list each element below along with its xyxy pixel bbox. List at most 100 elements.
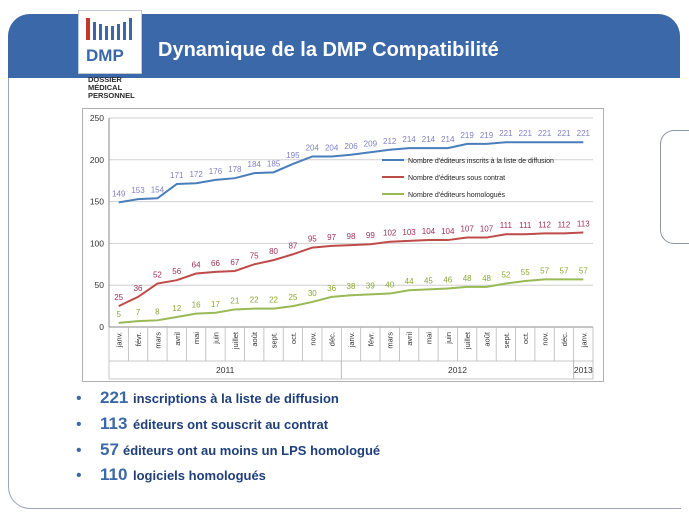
y-tick-label: 100: [90, 238, 104, 248]
data-label: 104: [441, 227, 455, 236]
data-label: 57: [560, 266, 569, 275]
y-tick-label: 150: [90, 197, 104, 207]
bullet-value: 113: [100, 414, 128, 433]
x-tick-label: oct.: [289, 332, 298, 344]
data-label: 55: [521, 268, 530, 277]
data-label: 25: [114, 293, 123, 302]
series-line: [118, 141, 584, 204]
series-line: [118, 231, 584, 308]
data-label: 212: [383, 137, 397, 146]
data-label: 12: [172, 304, 181, 313]
bullet-dot-icon: •: [76, 390, 82, 407]
bullet-text: logiciels homologués: [133, 468, 266, 483]
legend-label: Nombre d'éditeurs sous contrat: [408, 175, 505, 182]
data-label: 30: [308, 289, 317, 298]
data-label: 214: [441, 135, 455, 144]
data-label: 16: [192, 301, 201, 310]
data-label: 195: [286, 151, 300, 160]
data-label: 221: [538, 129, 552, 138]
data-label: 112: [558, 220, 571, 229]
bullet-text: éditeurs ont souscrit au contrat: [133, 417, 329, 432]
data-label: 178: [228, 165, 242, 174]
bullet-text: inscriptions à la liste de diffusion: [133, 391, 339, 406]
data-label: 107: [480, 225, 494, 234]
data-label: 172: [189, 170, 203, 179]
x-tick-label: déc.: [328, 332, 337, 346]
data-label: 171: [170, 171, 184, 180]
data-label: 64: [192, 260, 201, 269]
x-tick-label: mai: [424, 332, 433, 344]
data-label: 184: [248, 160, 262, 169]
data-label: 154: [151, 185, 165, 194]
data-label: 56: [172, 267, 181, 276]
data-label: 104: [422, 227, 436, 236]
x-tick-label: juin: [211, 332, 220, 345]
data-label: 103: [402, 228, 416, 237]
x-tick-label: janv.: [579, 332, 588, 348]
data-label: 87: [288, 241, 297, 250]
data-label: 39: [366, 281, 375, 290]
logo-name: DMP: [86, 46, 124, 65]
logo-sub-line: PERSONNEL: [88, 91, 135, 100]
data-label: 95: [308, 235, 317, 244]
bullet-dot-icon: •: [76, 442, 82, 459]
data-label: 7: [136, 308, 141, 317]
x-tick-label: janv.: [115, 332, 124, 348]
data-label: 22: [250, 296, 259, 305]
data-label: 204: [306, 143, 320, 152]
data-label: 40: [385, 281, 394, 290]
data-label: 46: [443, 276, 452, 285]
data-label: 221: [557, 129, 571, 138]
data-label: 107: [460, 225, 474, 234]
bullet-dot-icon: •: [76, 467, 82, 484]
bullet-dot-icon: •: [76, 416, 82, 433]
legend-label: Nombre d'éditeurs inscrits à la liste de…: [408, 158, 554, 165]
x-tick-label: juillet: [231, 331, 240, 350]
x-tick-label: nov.: [541, 332, 550, 346]
line-chart: 0 50 100 150 200 250 janv. févr. mars avril mai jui…: [90, 113, 594, 380]
x-tick-label: avril: [173, 332, 182, 346]
y-tick-label: 200: [90, 155, 104, 165]
data-label: 214: [402, 135, 416, 144]
bullet-value: 221: [100, 388, 129, 407]
data-label: 214: [422, 135, 436, 144]
logo-sub-line: DOSSIER: [88, 75, 122, 84]
x-tick-label: déc.: [560, 332, 569, 346]
logo-sub-line: MÉDICAL: [88, 83, 123, 92]
x-tick-label: nov.: [308, 332, 317, 346]
data-label: 185: [267, 159, 281, 168]
data-label: 221: [519, 129, 533, 138]
logo-subtitle: DOSSIER MÉDICAL PERSONNEL: [88, 76, 135, 100]
bullet-text: éditeurs ont au moins un LPS homologué: [123, 443, 381, 458]
data-label: 48: [482, 274, 491, 283]
data-label: 66: [211, 259, 220, 268]
legend-label: Nombre d'éditeurs homologués: [408, 192, 506, 199]
x-tick-label: sept.: [502, 332, 511, 348]
data-label: 149: [112, 189, 126, 198]
data-label: 36: [327, 284, 336, 293]
x-tick-label: mars: [153, 332, 162, 349]
bullet-value: 110: [100, 465, 128, 484]
data-label: 153: [131, 186, 145, 195]
data-label: 22: [269, 296, 278, 305]
data-label: 176: [209, 167, 223, 176]
data-label: 111: [500, 221, 513, 230]
x-tick-label: févr.: [134, 332, 143, 346]
year-label: 2011: [216, 365, 235, 375]
data-label: 219: [460, 131, 474, 140]
data-label: 44: [405, 277, 414, 286]
data-label: 67: [230, 258, 239, 267]
data-label: 102: [383, 229, 397, 238]
data-label: 52: [501, 271, 510, 280]
x-tick-label: juin: [444, 332, 453, 345]
data-label: 98: [347, 232, 356, 241]
data-label: 48: [463, 274, 472, 283]
y-tick-label: 0: [99, 322, 104, 332]
data-label: 36: [134, 284, 143, 293]
slide-title: Dynamique de la DMP Compatibilité: [158, 39, 499, 61]
series-line: [118, 278, 584, 324]
data-label: 57: [540, 266, 549, 275]
data-label: 204: [325, 143, 339, 152]
x-tick-label: août: [483, 331, 492, 347]
